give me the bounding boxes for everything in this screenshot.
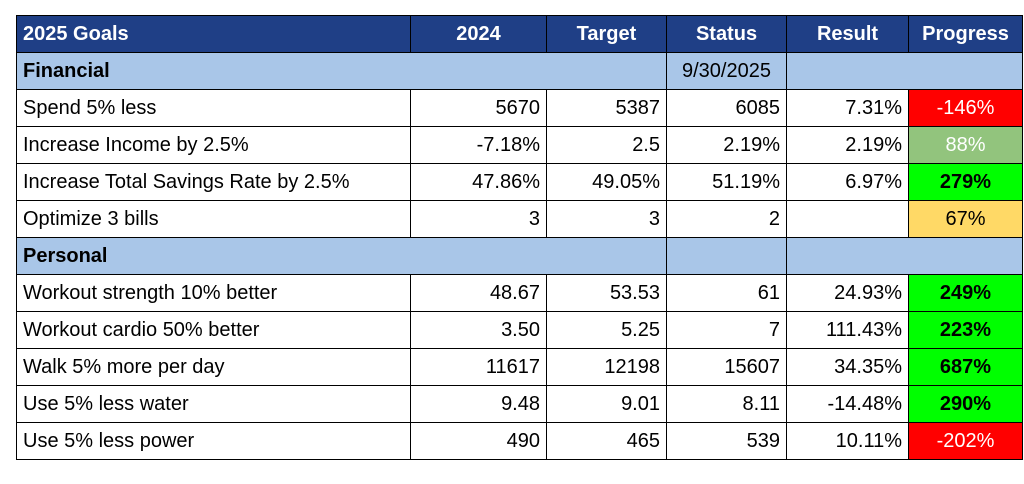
status-cell: 2.19%: [666, 126, 787, 164]
result-cell: -14.48%: [786, 385, 909, 423]
goal-cell: Increase Income by 2.5%: [16, 126, 411, 164]
goal-cell: Optimize 3 bills: [16, 200, 411, 238]
value-2024-cell: 3: [410, 200, 547, 238]
goal-cell: Spend 5% less: [16, 89, 411, 127]
status-cell: 15607: [666, 348, 787, 386]
progress-cell: 687%: [908, 348, 1023, 386]
header-goals: 2025 Goals: [16, 15, 411, 53]
section-title: Financial: [16, 52, 667, 90]
section-row-financial: Financial 9/30/2025: [16, 52, 1023, 90]
table-row: Walk 5% more per day 11617 12198 15607 34.35…: [16, 348, 1023, 386]
progress-cell: 88%: [908, 126, 1023, 164]
result-cell: 6.97%: [786, 163, 909, 201]
goal-cell: Workout cardio 50% better: [16, 311, 411, 349]
result-cell: 34.35%: [786, 348, 909, 386]
result-cell: 111.43%: [786, 311, 909, 349]
table-row: Spend 5% less 5670 5387 6085 7.31% -146%: [16, 89, 1023, 127]
table-row: Workout cardio 50% better 3.50 5.25 7 111.43…: [16, 311, 1023, 349]
table-row: Workout strength 10% better 48.67 53.53 61 2…: [16, 274, 1023, 312]
target-cell: 2.5: [546, 126, 667, 164]
value-2024-cell: 48.67: [410, 274, 547, 312]
value-2024-cell: -7.18%: [410, 126, 547, 164]
status-cell: 51.19%: [666, 163, 787, 201]
progress-cell: -202%: [908, 422, 1023, 460]
result-cell: [786, 200, 909, 238]
section-spacer: [786, 237, 1023, 275]
target-cell: 9.01: [546, 385, 667, 423]
header-result: Result: [786, 15, 909, 53]
header-2024: 2024: [410, 15, 547, 53]
header-status: Status: [666, 15, 787, 53]
header-progress: Progress: [908, 15, 1023, 53]
value-2024-cell: 9.48: [410, 385, 547, 423]
result-cell: 2.19%: [786, 126, 909, 164]
section-row-personal: Personal: [16, 237, 1023, 275]
target-cell: 465: [546, 422, 667, 460]
goal-cell: Walk 5% more per day: [16, 348, 411, 386]
target-cell: 12198: [546, 348, 667, 386]
target-cell: 5.25: [546, 311, 667, 349]
goal-cell: Increase Total Savings Rate by 2.5%: [16, 163, 411, 201]
result-cell: 10.11%: [786, 422, 909, 460]
value-2024-cell: 3.50: [410, 311, 547, 349]
result-cell: 24.93%: [786, 274, 909, 312]
status-cell: 6085: [666, 89, 787, 127]
target-cell: 3: [546, 200, 667, 238]
target-cell: 5387: [546, 89, 667, 127]
table-row: Increase Income by 2.5% -7.18% 2.5 2.19% 2.1…: [16, 126, 1023, 164]
section-date: 9/30/2025: [666, 52, 787, 90]
value-2024-cell: 490: [410, 422, 547, 460]
goals-table: 2025 Goals 2024 Target Status Result Pro…: [16, 15, 1023, 460]
goal-cell: Workout strength 10% better: [16, 274, 411, 312]
progress-cell: 290%: [908, 385, 1023, 423]
progress-cell: -146%: [908, 89, 1023, 127]
section-spacer: [786, 52, 1023, 90]
status-cell: 8.11: [666, 385, 787, 423]
table-row: Increase Total Savings Rate by 2.5% 47.86…: [16, 163, 1023, 201]
status-cell: 539: [666, 422, 787, 460]
goal-cell: Use 5% less water: [16, 385, 411, 423]
section-date: [666, 237, 787, 275]
status-cell: 61: [666, 274, 787, 312]
progress-cell: 67%: [908, 200, 1023, 238]
status-cell: 7: [666, 311, 787, 349]
target-cell: 53.53: [546, 274, 667, 312]
table-row: Use 5% less water 9.48 9.01 8.11 -14.48% 290%: [16, 385, 1023, 423]
goal-cell: Use 5% less power: [16, 422, 411, 460]
progress-cell: 249%: [908, 274, 1023, 312]
table-row: Optimize 3 bills 3 3 2 67%: [16, 200, 1023, 238]
header-target: Target: [546, 15, 667, 53]
header-row: 2025 Goals 2024 Target Status Result Pro…: [16, 15, 1023, 53]
status-cell: 2: [666, 200, 787, 238]
value-2024-cell: 5670: [410, 89, 547, 127]
section-title: Personal: [16, 237, 667, 275]
result-cell: 7.31%: [786, 89, 909, 127]
table-row: Use 5% less power 490 465 539 10.11% -202%: [16, 422, 1023, 460]
progress-cell: 223%: [908, 311, 1023, 349]
value-2024-cell: 47.86%: [410, 163, 547, 201]
progress-cell: 279%: [908, 163, 1023, 201]
target-cell: 49.05%: [546, 163, 667, 201]
value-2024-cell: 11617: [410, 348, 547, 386]
